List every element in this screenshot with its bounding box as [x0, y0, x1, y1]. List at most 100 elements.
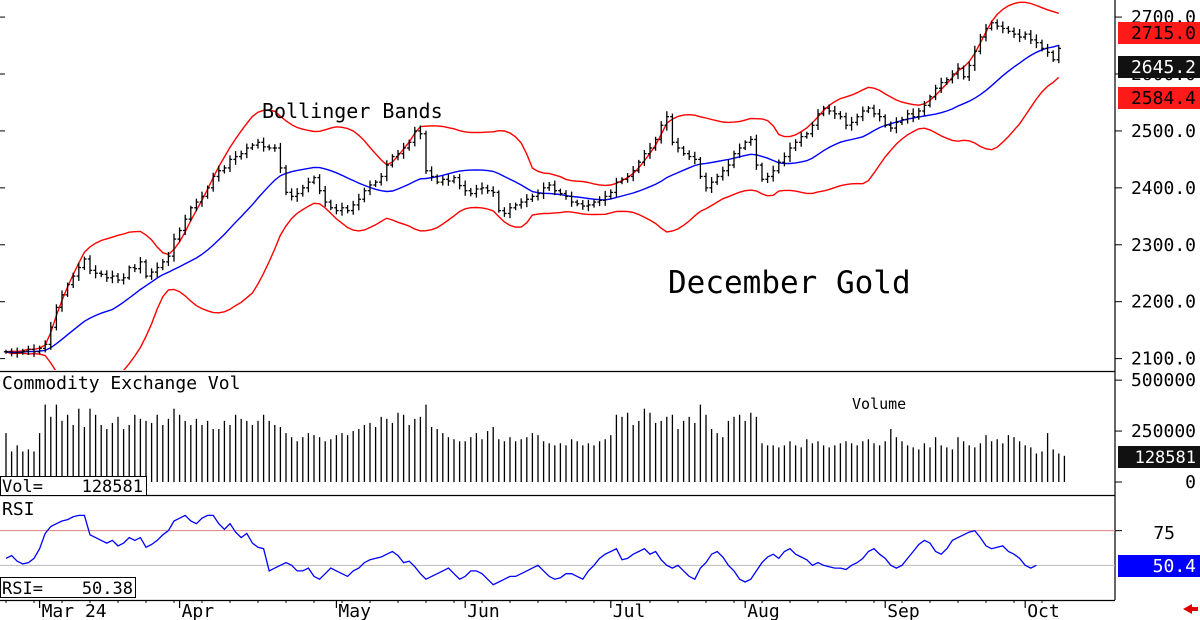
price-bar [166, 252, 171, 266]
price-bar [1034, 34, 1039, 49]
price-bar [754, 134, 759, 170]
price-bar [597, 196, 602, 207]
price-bar [866, 106, 871, 114]
price-tick-label: 2300.0 [1131, 235, 1196, 256]
price-bar [625, 173, 630, 183]
price-bar [899, 116, 905, 126]
price-bar [759, 162, 765, 182]
price-bar [916, 107, 921, 120]
price-bar [950, 70, 955, 84]
price-bar [345, 205, 350, 214]
price-bar [978, 33, 983, 55]
price-bar [647, 142, 653, 159]
price-bar [15, 347, 20, 358]
price-bar [250, 143, 255, 151]
price-bar [771, 165, 776, 182]
price-bar [849, 116, 854, 131]
price-bar [731, 150, 737, 169]
price-bar [289, 188, 294, 201]
price-bar [446, 174, 451, 186]
price-bar [435, 174, 440, 185]
lower-band-line [5, 76, 1060, 370]
price-bar [877, 109, 882, 122]
price-bar [1011, 27, 1017, 38]
price-bar [429, 166, 434, 181]
price-bar [804, 131, 809, 139]
price-bar [65, 282, 70, 297]
price-bar [188, 205, 193, 222]
rsi-readout-value: 50.38 [82, 579, 133, 599]
rsi-header: RSI [2, 499, 35, 520]
price-bar [664, 111, 669, 131]
volume-bars: 500000 250000 0 [5, 370, 1196, 493]
price-bar [93, 265, 98, 279]
price-bar [143, 259, 149, 279]
price-bar [552, 180, 557, 196]
price-bar [76, 262, 81, 281]
price-bar [603, 190, 608, 206]
month-label: May [338, 601, 371, 620]
upper-band-last-value: 2715.0 [1131, 23, 1196, 44]
price-bar [261, 137, 266, 152]
price-bar [995, 19, 1000, 30]
price-bar [205, 185, 210, 199]
price-bar [300, 184, 305, 197]
price-bar [911, 108, 916, 123]
price-bar [222, 165, 227, 174]
price-bar [519, 198, 524, 209]
price-bar [843, 112, 849, 130]
price-bar [922, 100, 927, 116]
price-bar [983, 24, 989, 42]
price-bar [653, 136, 658, 151]
panel-frames [0, 0, 1116, 602]
price-bar [631, 165, 636, 182]
lower-band-last-box: 2584.4 [1118, 87, 1200, 109]
price-bar [37, 345, 42, 355]
price-bar [328, 199, 333, 211]
lower-band-last-value: 2584.4 [1131, 88, 1196, 109]
price-bar [351, 200, 356, 215]
price-bar [1056, 44, 1061, 64]
price-bar [115, 273, 121, 284]
price-bar [810, 121, 815, 138]
price-bar [871, 104, 877, 118]
month-label: Aug [747, 601, 780, 620]
price-bar [1017, 29, 1022, 43]
price-bar [295, 188, 300, 202]
price-bar [905, 109, 910, 124]
price-bar [155, 262, 160, 278]
price-bar [138, 257, 143, 274]
price-bar [160, 259, 165, 271]
price-bar [939, 77, 944, 94]
volume-tick-label: 0 [1185, 472, 1196, 493]
rsi-readout-box: RSI= 50.38 [0, 577, 136, 599]
volume-series-label: Volume [852, 395, 906, 413]
price-bar [793, 139, 798, 152]
rsi-last-box: 50.4 [1118, 555, 1200, 577]
volume-readout-box: Vol= 128581 [0, 476, 147, 497]
bollinger-bands-annotation: Bollinger Bands [262, 99, 443, 123]
price-bar [255, 138, 261, 149]
rsi-panel-marks [0, 514, 1122, 586]
price-bar [569, 191, 574, 207]
price-bar [407, 139, 412, 151]
price-bar [26, 345, 31, 355]
price-bar [216, 165, 221, 182]
price-bar [48, 321, 53, 350]
price-bar [491, 186, 496, 197]
price-bar [440, 175, 445, 186]
price-bar [496, 190, 501, 213]
date-axis: Mar 24 Apr May Jun Jul Aug Sep Oct [5, 600, 1060, 620]
price-bar [524, 194, 529, 208]
price-bar [815, 109, 821, 131]
price-bar [586, 199, 591, 212]
price-bar [121, 273, 126, 285]
price-bar [955, 63, 961, 80]
month-label: Jul [613, 601, 646, 620]
scroll-left-arrow-icon[interactable] [1183, 604, 1198, 614]
price-bar [642, 149, 647, 166]
price-bar [765, 172, 770, 184]
price-bar [670, 113, 675, 146]
price-bar [1045, 43, 1050, 57]
month-label: Oct [1027, 601, 1060, 620]
